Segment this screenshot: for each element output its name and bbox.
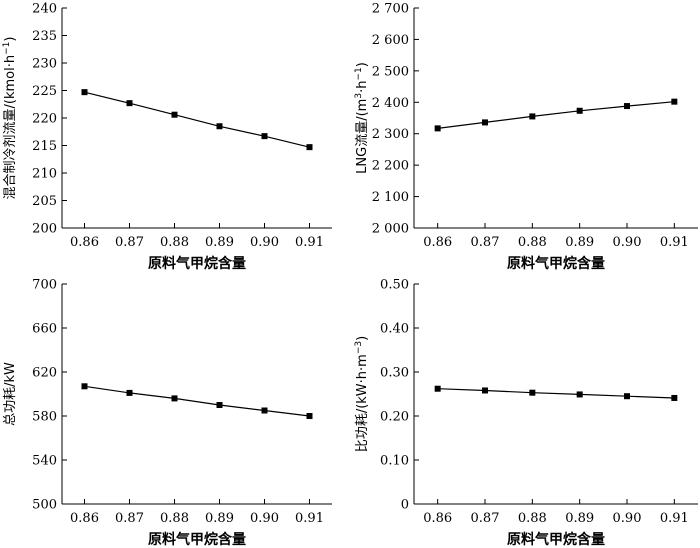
data-point <box>671 98 678 105</box>
x-axis-label: 原料气甲烷含量 <box>148 531 246 548</box>
x-tick-label: 0.88 <box>160 511 189 526</box>
x-tick-label: 0.86 <box>423 235 452 250</box>
y-tick-label: 2 600 <box>372 33 409 48</box>
data-point <box>81 383 88 390</box>
data-point <box>624 393 630 400</box>
y-tick-label: 2 500 <box>372 64 409 79</box>
y-axis-label: 总功耗/kW <box>3 362 18 426</box>
x-axis-label: 原料气甲烷含量 <box>507 255 605 272</box>
y-tick-label: 0.20 <box>380 410 409 425</box>
x-axis-label: 原料气甲烷含量 <box>148 255 246 272</box>
y-tick-label: 200 <box>32 222 57 237</box>
y-tick-label: 2 200 <box>372 159 409 174</box>
y-tick-label: 0 <box>401 498 409 513</box>
series-line <box>437 388 675 399</box>
x-tick-label: 0.86 <box>423 511 452 526</box>
data-point <box>576 107 583 114</box>
data-point <box>171 111 178 118</box>
x-tick-label: 0.90 <box>613 511 642 526</box>
data-point <box>126 100 133 107</box>
y-axis-label: 混合制冷剂流量/(kmol·h−1) <box>2 37 18 200</box>
series-line <box>84 91 310 148</box>
y-tick-label: 2 400 <box>372 96 409 111</box>
x-axis-label: 原料气甲烷含量 <box>507 531 605 548</box>
x-tick-label: 0.89 <box>565 235 594 250</box>
y-tick-label: 205 <box>32 194 57 209</box>
data-point <box>671 394 678 401</box>
panel-total-power: 500 540 580 620 660 700 0.86 0.87 0.88 0.89 0.90 0.… <box>3 278 332 548</box>
panel-specific-power: 0 0.10 0.20 0.30 0.40 0.50 0.86 0.87 0.88 0.89 0.9… <box>354 278 698 548</box>
y-tick-label: 2 300 <box>372 127 409 142</box>
x-tick-label: 0.91 <box>295 235 324 250</box>
data-point <box>306 144 313 151</box>
x-tick-label: 0.88 <box>518 511 547 526</box>
y-tick-label: 2 100 <box>372 190 409 205</box>
x-tick-label: 0.90 <box>613 235 642 250</box>
y-tick-label: 0.30 <box>380 366 409 381</box>
x-tick-label: 0.89 <box>565 511 594 526</box>
y-tick-label: 220 <box>32 112 57 127</box>
data-point <box>216 123 223 130</box>
y-tick-label: 235 <box>32 29 57 44</box>
x-tick-label: 0.91 <box>660 235 689 250</box>
panel-lng-flow: 2 000 2 100 2 200 2 300 2 400 2 500 2 600 2 700… <box>354 2 698 272</box>
y-tick-label: 2 000 <box>372 222 409 237</box>
y-tick-label: 580 <box>32 410 57 425</box>
data-point <box>261 407 268 414</box>
x-tick-label: 0.91 <box>660 511 689 526</box>
data-point <box>434 125 441 132</box>
panel-mixed-refrigerant-flow: 200 205 210 215 220 225 230 235 240 0.86 0.87 0.88 0… <box>2 2 332 272</box>
y-axis-label: LNG流量/(m3·h−1) <box>354 62 370 174</box>
x-tick-label: 0.86 <box>70 511 99 526</box>
x-tick-label: 0.86 <box>70 235 99 250</box>
x-tick-label: 0.87 <box>471 235 500 250</box>
y-tick-label: 660 <box>32 322 57 337</box>
y-tick-label: 0.40 <box>380 322 409 337</box>
y-tick-label: 210 <box>32 167 57 182</box>
data-point <box>171 395 178 402</box>
x-tick-label: 0.90 <box>250 235 279 250</box>
y-tick-label: 2 700 <box>372 2 409 17</box>
data-point <box>261 133 268 140</box>
y-tick-label: 0.10 <box>380 454 409 469</box>
data-point <box>434 385 441 392</box>
data-point <box>529 389 536 396</box>
series-line <box>437 101 675 129</box>
x-tick-label: 0.89 <box>205 235 234 250</box>
y-tick-label: 0.50 <box>380 278 409 293</box>
x-tick-label: 0.89 <box>205 511 234 526</box>
x-tick-label: 0.87 <box>471 511 500 526</box>
data-point <box>482 119 488 126</box>
y-tick-label: 240 <box>32 2 57 17</box>
y-axis-label: 比功耗/(kW·h·m−3) <box>354 336 370 452</box>
y-tick-label: 225 <box>32 84 57 99</box>
y-tick-label: 700 <box>32 278 57 293</box>
y-tick-label: 620 <box>32 366 57 381</box>
data-point <box>576 391 583 398</box>
x-tick-label: 0.87 <box>115 235 144 250</box>
y-tick-label: 540 <box>32 454 57 469</box>
x-tick-label: 0.87 <box>115 511 144 526</box>
data-point <box>126 389 133 396</box>
y-tick-label: 230 <box>32 57 57 72</box>
y-tick-label: 500 <box>32 498 57 513</box>
data-point <box>81 89 88 96</box>
series-line <box>84 385 310 417</box>
data-point <box>624 103 630 110</box>
data-point <box>216 402 223 408</box>
x-tick-label: 0.88 <box>160 235 189 250</box>
x-tick-label: 0.91 <box>295 511 324 526</box>
data-point <box>306 413 313 419</box>
data-point <box>529 113 536 120</box>
x-tick-label: 0.88 <box>518 235 547 250</box>
y-tick-label: 215 <box>32 139 57 154</box>
x-tick-label: 0.90 <box>250 511 279 526</box>
data-point <box>482 387 488 394</box>
